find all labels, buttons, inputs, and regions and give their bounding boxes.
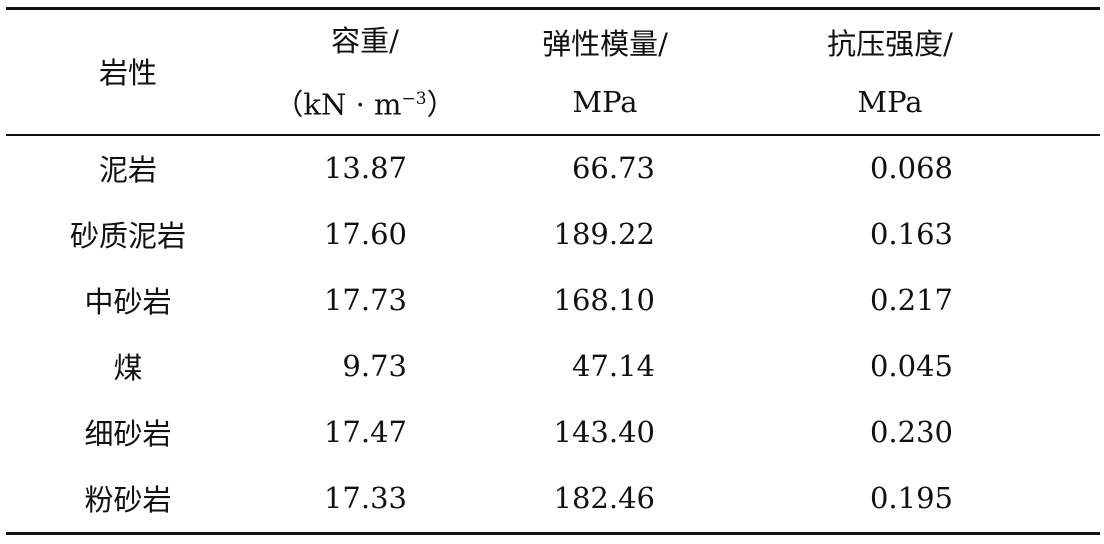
cell-unit-weight: 17.33 [323, 481, 407, 515]
table-row: 砂质泥岩 17.60 189.22 0.163 [6, 201, 1100, 267]
cell-elastic-modulus: 143.40 [553, 415, 655, 449]
cell-unit-weight: 17.60 [323, 217, 407, 251]
header-unit-weight: 容重/ （kN · m−3） [250, 11, 480, 135]
top-rule [6, 7, 1100, 10]
cell-compressive-strength: 0.068 [869, 151, 953, 185]
cell-elastic-modulus: 66.73 [571, 151, 655, 185]
cell-elastic-modulus: 189.22 [553, 217, 655, 251]
cell-unit-weight: 17.73 [323, 283, 407, 317]
header-lithology: 岩性 [98, 56, 157, 90]
header-compressive-strength-label: 抗压强度/ [827, 27, 953, 61]
table-row: 粉砂岩 17.33 182.46 0.195 [6, 465, 1100, 531]
cell-lithology: 泥岩 [98, 153, 157, 187]
header-unit-weight-unit: （kN · m−3） [250, 70, 480, 134]
header-elastic-modulus-label: 弹性模量/ [542, 27, 668, 61]
cell-lithology: 细砂岩 [84, 417, 172, 451]
cell-lithology: 中砂岩 [84, 285, 172, 319]
table-row: 细砂岩 17.47 143.40 0.230 [6, 399, 1100, 465]
cell-compressive-strength: 0.163 [869, 217, 953, 251]
cell-compressive-strength: 0.217 [869, 283, 953, 317]
cell-compressive-strength: 0.230 [869, 415, 953, 449]
rock-properties-table: 岩性 容重/ （kN · m−3） 弹性模量/ MPa 抗压强度/ MPa 泥岩… [6, 11, 1100, 531]
header-compressive-strength-unit: MPa [857, 85, 923, 119]
cell-compressive-strength: 0.195 [869, 481, 953, 515]
cell-unit-weight: 13.87 [323, 151, 407, 185]
header-unit-weight-label: 容重/ [331, 24, 399, 59]
table-row: 煤 9.73 47.14 0.045 [6, 333, 1100, 399]
header-elastic-modulus-unit: MPa [572, 85, 638, 119]
table-row: 泥岩 13.87 66.73 0.068 [6, 135, 1100, 201]
cell-elastic-modulus: 182.46 [553, 481, 655, 515]
cell-lithology: 煤 [113, 351, 143, 385]
header-elastic-modulus: 弹性模量/ MPa [480, 11, 740, 135]
unit-exponent: −3 [401, 89, 427, 110]
header-rule [6, 134, 1100, 136]
bottom-rule [6, 532, 1100, 535]
cell-unit-weight: 17.47 [323, 415, 407, 449]
cell-unit-weight: 9.73 [342, 349, 407, 383]
cell-lithology: 砂质泥岩 [69, 219, 186, 253]
unit-close: ） [426, 87, 456, 122]
table-row: 中砂岩 17.73 168.10 0.217 [6, 267, 1100, 333]
cell-lithology: 粉砂岩 [84, 483, 172, 517]
cell-compressive-strength: 0.045 [869, 349, 953, 383]
unit-text: （kN · m [274, 87, 402, 122]
header-compressive-strength: 抗压强度/ MPa [740, 11, 1100, 135]
header-row: 岩性 容重/ （kN · m−3） 弹性模量/ MPa 抗压强度/ MPa [6, 11, 1100, 135]
cell-elastic-modulus: 168.10 [553, 283, 655, 317]
cell-elastic-modulus: 47.14 [571, 349, 655, 383]
